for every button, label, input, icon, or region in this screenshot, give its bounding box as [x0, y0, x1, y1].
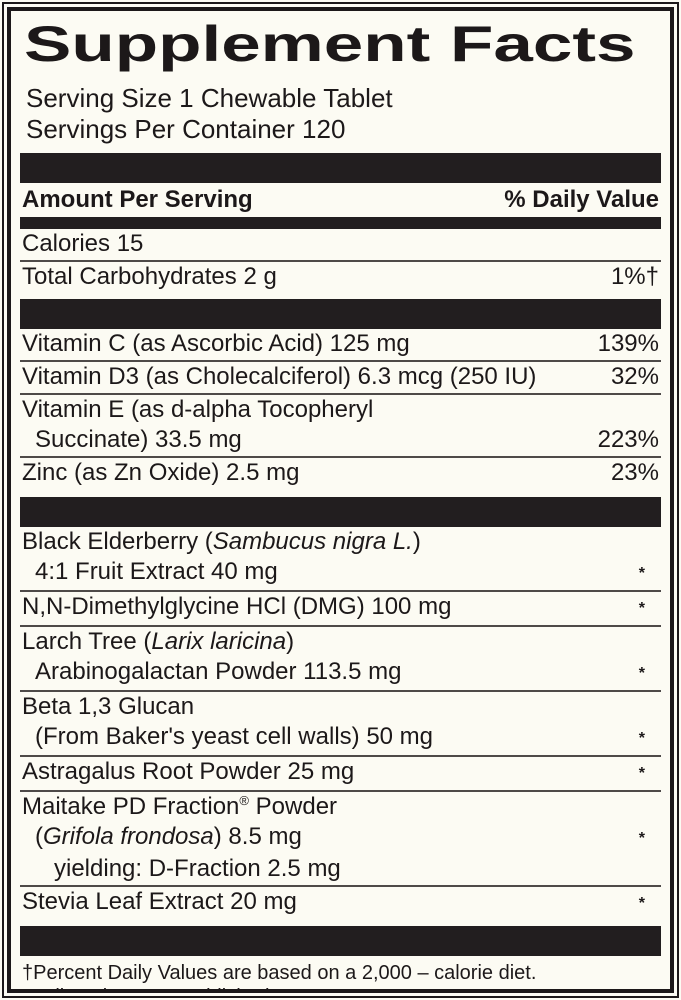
botanical-name: Grifola frondosa — [43, 823, 214, 850]
column-header-daily-value: % Daily Value — [504, 186, 659, 213]
row-daily-value: * — [638, 600, 645, 617]
section-bar-top — [20, 153, 661, 183]
row-vitamin-d3: Vitamin D3 (as Cholecalciferol) 6.3 mcg … — [20, 362, 661, 395]
row-text-continued: Succinate) 33.5 mg — [35, 426, 242, 453]
row-vitamin-e: Vitamin E (as d-alpha Tocopheryl Succina… — [20, 395, 661, 458]
footnote-daily-value: †Percent Daily Values are based on a 2,0… — [22, 962, 537, 984]
row-stevia: Stevia Leaf Extract 20 mg * — [20, 887, 661, 920]
row-zinc: Zinc (as Zn Oxide) 2.5 mg 23% — [20, 458, 661, 489]
label-title: Supplement Facts — [24, 16, 636, 72]
row-total-carbohydrates: Total Carbohydrates 2 g 1%† — [20, 262, 661, 293]
row-text: Total Carbohydrates 2 g — [22, 263, 277, 290]
serving-info: Serving Size 1 Chewable Tablet Servings … — [26, 83, 661, 145]
row-text: Vitamin E (as d-alpha Tocopheryl — [22, 396, 374, 423]
row-vitamin-c: Vitamin C (as Ascorbic Acid) 125 mg 139% — [20, 329, 661, 362]
row-text-continued: 4:1 Fruit Extract 40 mg — [35, 558, 278, 585]
row-text: Zinc (as Zn Oxide) 2.5 mg — [22, 459, 300, 486]
row-text-continued: Arabinogalactan Powder 113.5 mg — [35, 658, 402, 685]
row-astragalus: Astragalus Root Powder 25 mg * — [20, 757, 661, 792]
row-text: Vitamin C (as Ascorbic Acid) 125 mg — [22, 330, 410, 357]
servings-per-container-line: Servings Per Container 120 — [26, 114, 346, 144]
nutrient-rows: Calories 15 Total Carbohydrates 2 g 1%† … — [20, 229, 661, 956]
section-bar-botanicals — [20, 497, 661, 527]
botanical-name: Larix laricina — [151, 628, 287, 655]
serving-size-line: Serving Size 1 Chewable Tablet — [26, 83, 393, 113]
row-daily-value: * — [638, 765, 645, 782]
registered-trademark-symbol: ® — [239, 793, 249, 808]
row-larch: Larch Tree (Larix laricina) Arabinogalac… — [20, 627, 661, 692]
row-daily-value: * — [638, 665, 645, 682]
row-text: Calories 15 — [22, 230, 144, 257]
row-calories: Calories 15 — [20, 229, 661, 262]
row-text-yield: yielding: D-Fraction 2.5 mg — [54, 855, 341, 882]
row-daily-value: * — [638, 565, 645, 582]
footnotes: †Percent Daily Values are based on a 2,0… — [22, 961, 661, 989]
row-daily-value: * — [638, 730, 645, 747]
row-text: N,N-Dimethylglycine HCl (DMG) 100 mg — [22, 593, 452, 620]
row-daily-value: * — [638, 830, 645, 847]
row-text-continued: (From Baker's yeast cell walls) 50 mg — [35, 723, 434, 750]
row-text: Black Elderberry (Sambucus nigra L.) — [22, 528, 421, 555]
label-panel: Supplement Facts Serving Size 1 Chewable… — [7, 7, 674, 993]
row-dmg: N,N-Dimethylglycine HCl (DMG) 100 mg * — [20, 592, 661, 627]
footnote-not-established: *Daily Value not established — [22, 985, 661, 989]
row-daily-value: 32% — [610, 363, 659, 390]
row-daily-value: * — [638, 895, 645, 912]
column-header-row: Amount Per Serving % Daily Value — [20, 183, 661, 215]
row-text: Stevia Leaf Extract 20 mg — [22, 888, 297, 915]
row-text: Beta 1,3 Glucan — [22, 693, 195, 720]
row-text: Astragalus Root Powder 25 mg — [22, 758, 355, 785]
row-text: Vitamin D3 (as Cholecalciferol) 6.3 mcg … — [22, 363, 537, 390]
botanical-name: Sambucus nigra L. — [212, 528, 413, 555]
row-text-continued: (Grifola frondosa) 8.5 mg — [35, 823, 302, 850]
row-maitake: Maitake PD Fraction® Powder (Grifola fro… — [20, 792, 661, 887]
row-black-elderberry: Black Elderberry (Sambucus nigra L.) 4:1… — [20, 527, 661, 592]
section-bar-bottom — [20, 926, 661, 956]
row-beta-glucan: Beta 1,3 Glucan (From Baker's yeast cell… — [20, 692, 661, 757]
row-text: Maitake PD Fraction® Powder — [22, 793, 338, 820]
section-bar-vitamins — [20, 299, 661, 329]
section-bar-header — [20, 217, 661, 229]
column-header-amount: Amount Per Serving — [22, 186, 253, 213]
row-daily-value: 1%† — [610, 263, 659, 290]
row-daily-value: 223% — [597, 426, 659, 453]
row-text: Larch Tree (Larix laricina) — [22, 628, 295, 655]
row-daily-value: 23% — [610, 459, 659, 486]
row-daily-value: 139% — [597, 330, 659, 357]
